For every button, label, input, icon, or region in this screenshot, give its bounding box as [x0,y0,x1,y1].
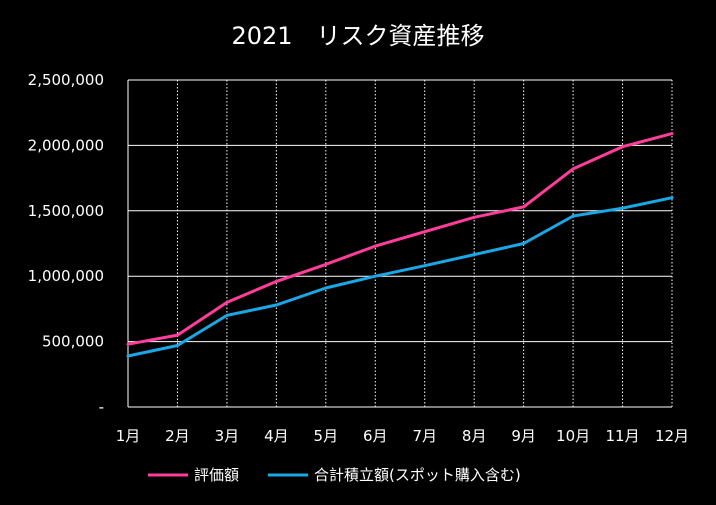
series-line-1 [126,132,674,346]
series-2-point [571,214,575,218]
series-2-point [225,313,229,317]
series-1-point [571,167,575,171]
series-2-point [126,354,130,358]
series-2-point [621,206,625,210]
x-tick-label: 4月 [264,427,289,445]
series-1-point [522,205,526,209]
series-1-point [274,279,278,283]
series-1-point [175,333,179,337]
y-tick-label: 2,000,000 [28,136,104,154]
series-1-point [126,342,130,346]
series-2-point [522,242,526,245]
series-2-point [324,286,328,290]
series-1-point [225,300,229,304]
x-tick-label: 1月 [116,427,141,445]
legend: 評価額 合計積立額(スポット購入含む) [148,466,521,484]
series-2-point [423,264,427,268]
data-series [126,132,674,358]
x-tick-label: 10月 [556,427,590,445]
x-tick-label: 2月 [165,427,190,445]
y-tick-label: - [99,398,104,416]
x-tick-label: 6月 [363,427,388,445]
series-2-point [274,303,278,307]
y-tick-label: 500,000 [42,333,104,351]
series-2-point [175,344,179,348]
series-line-2 [126,196,674,358]
legend-label: 評価額 [194,466,239,484]
x-axis-tick-labels: 1月 2月 3月 4月 5月 6月 7月 8月 9月 10月 11月 12月 [116,427,689,445]
x-tick-label: 5月 [314,427,339,445]
legend-entry-1: 評価額 [148,466,239,484]
series-1-point [324,262,328,266]
series-1-point [472,215,476,219]
chart-title: 2021 リスク資産推移 [231,22,484,50]
x-tick-label: 12月 [655,427,689,445]
series-2-point [373,274,377,278]
x-tick-label: 11月 [605,427,639,445]
legend-label: 合計積立額(スポット購入含む) [314,466,521,484]
y-tick-label: 1,500,000 [28,202,104,220]
series-1-point [423,230,427,234]
series-2-point [472,253,476,257]
series-1-point [670,132,674,136]
y-tick-label: 1,000,000 [28,267,104,285]
x-tick-label: 8月 [462,427,487,445]
axes [127,80,672,408]
series-1-point [373,244,377,248]
x-tick-label: 7月 [412,427,437,445]
x-tick-label: 3月 [215,427,240,445]
series-1-point [621,145,625,149]
y-axis-tick-labels: - 500,000 1,000,000 1,500,000 2,000,000 2,500… [28,71,104,416]
grid-lines [128,79,673,407]
series-2-point [670,196,674,200]
legend-entry-2: 合計積立額(スポット購入含む) [268,466,521,484]
y-tick-label: 2,500,000 [28,71,104,89]
x-tick-label: 9月 [511,427,536,445]
